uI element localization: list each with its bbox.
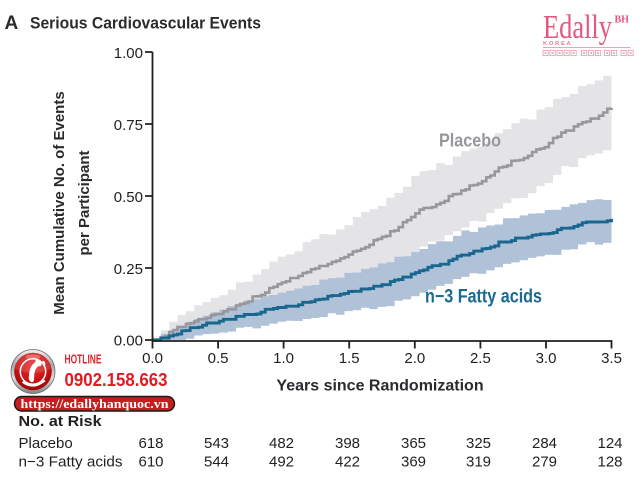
svg-text:Years since Randomization: Years since Randomization <box>276 378 483 395</box>
svg-text:325: 325 <box>466 435 491 452</box>
svg-text:n−3 Fatty acids: n−3 Fatty acids <box>425 287 542 308</box>
svg-text:Mean Cumulative No. of Events: Mean Cumulative No. of Events <box>51 91 68 314</box>
svg-text:A: A <box>5 13 19 34</box>
svg-text:KOREA: KOREA <box>543 41 572 47</box>
svg-text:544: 544 <box>204 453 229 470</box>
svg-text:319: 319 <box>466 453 491 470</box>
svg-text:543: 543 <box>204 435 229 452</box>
svg-text:0.75: 0.75 <box>114 117 143 134</box>
svg-text:1.5: 1.5 <box>339 350 360 367</box>
svg-text:369: 369 <box>401 453 426 470</box>
svg-text:398: 398 <box>335 435 360 452</box>
svg-text:124: 124 <box>597 435 622 452</box>
svg-text:3.5: 3.5 <box>601 350 622 367</box>
svg-text:BH: BH <box>615 15 630 26</box>
svg-text:610: 610 <box>138 453 163 470</box>
svg-text:279: 279 <box>532 453 557 470</box>
svg-text:https://edallyhanquoc.vn: https://edallyhanquoc.vn <box>21 396 170 411</box>
svg-text:per Participant: per Participant <box>76 150 93 255</box>
svg-text:n−3 Fatty acids: n−3 Fatty acids <box>19 453 123 470</box>
svg-text:0.50: 0.50 <box>114 189 143 206</box>
svg-text:0.25: 0.25 <box>114 261 143 278</box>
svg-text:3.0: 3.0 <box>536 350 557 367</box>
svg-text:Edally: Edally <box>543 9 612 46</box>
svg-text:128: 128 <box>597 453 622 470</box>
svg-text:0.0: 0.0 <box>142 350 163 367</box>
svg-text:0902.158.663: 0902.158.663 <box>65 369 168 390</box>
svg-text:Placebo: Placebo <box>439 131 501 151</box>
svg-text:618: 618 <box>138 435 163 452</box>
svg-text:1.00: 1.00 <box>114 45 143 62</box>
svg-text:Placebo: Placebo <box>19 435 73 452</box>
svg-text:284: 284 <box>532 435 557 452</box>
svg-text:HOTLINE: HOTLINE <box>65 352 102 367</box>
svg-text:2.0: 2.0 <box>404 350 425 367</box>
svg-text:2.5: 2.5 <box>470 350 491 367</box>
svg-text:482: 482 <box>269 435 294 452</box>
svg-text:Serious Cardiovascular Events: Serious Cardiovascular Events <box>30 15 261 33</box>
svg-text:0.5: 0.5 <box>208 350 229 367</box>
svg-text:422: 422 <box>335 453 360 470</box>
svg-text:No. at Risk: No. at Risk <box>19 414 103 430</box>
svg-text:492: 492 <box>269 453 294 470</box>
svg-text:0.00: 0.00 <box>114 333 143 350</box>
svg-text:365: 365 <box>401 435 426 452</box>
svg-text:1.0: 1.0 <box>273 350 294 367</box>
